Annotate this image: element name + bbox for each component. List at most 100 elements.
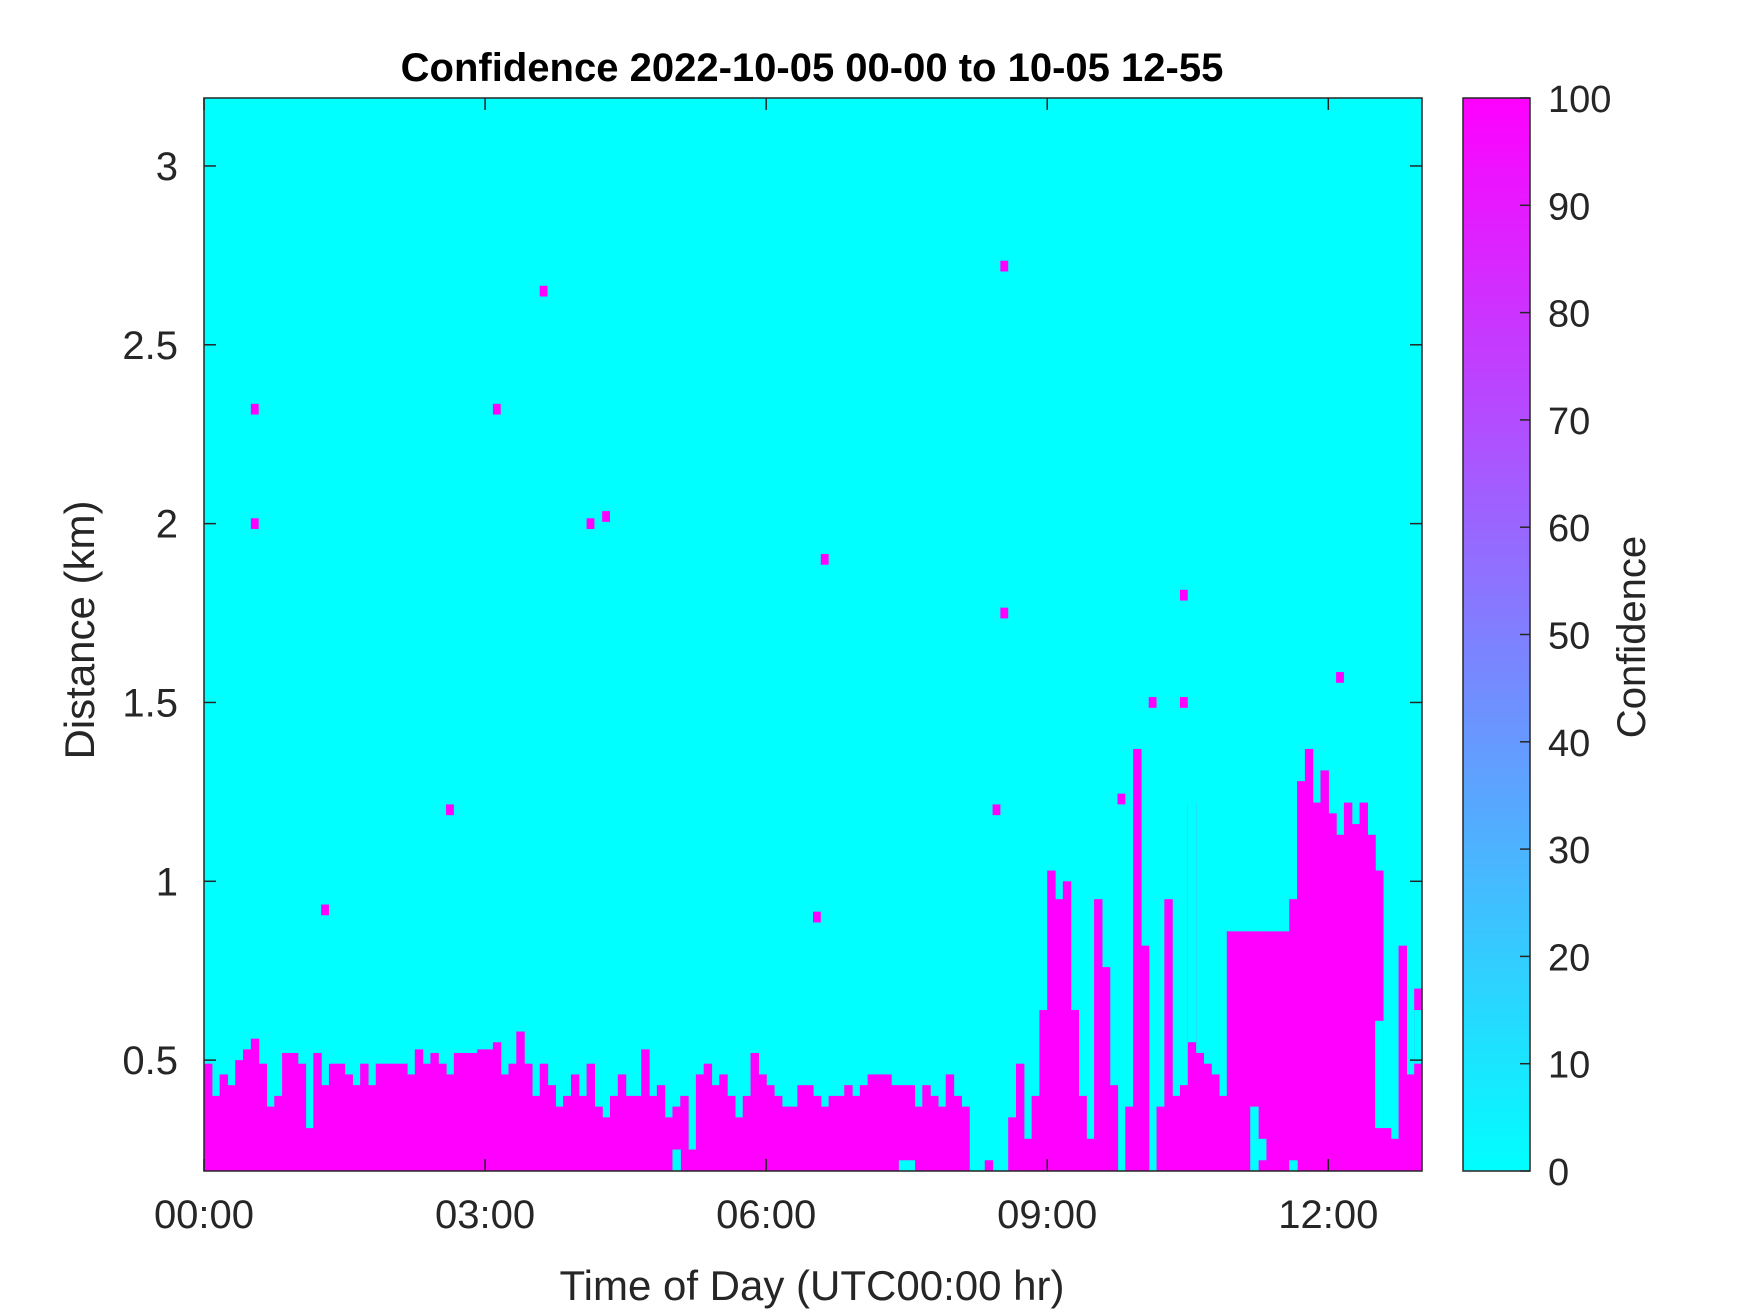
heatmap-cell bbox=[734, 1117, 744, 1171]
heatmap-cell bbox=[1156, 1106, 1165, 1171]
heatmap-gap-cell bbox=[906, 1160, 916, 1171]
heatmap-cell bbox=[570, 1074, 580, 1171]
heatmap-cell bbox=[945, 1074, 955, 1171]
heatmap-cell bbox=[1351, 824, 1361, 1171]
heatmap-cell bbox=[914, 1106, 923, 1171]
heatmap-point bbox=[1336, 672, 1344, 683]
heatmap-cell bbox=[859, 1085, 869, 1171]
x-axis-label: Time of Day (UTC00:00 hr) bbox=[560, 1262, 1065, 1309]
heatmap-cell bbox=[1406, 1074, 1415, 1171]
heatmap-cell bbox=[1219, 1095, 1228, 1171]
y-tick-label: 1 bbox=[156, 860, 178, 904]
heatmap-point bbox=[1179, 697, 1188, 708]
heatmap-cell bbox=[258, 1063, 268, 1171]
heatmap-cell bbox=[1336, 834, 1345, 1171]
colorbar: 0 10 20 30 40 50 60 70 80 90 100 bbox=[1462, 79, 1611, 1194]
y-tick-label: 1.5 bbox=[122, 681, 178, 725]
heatmap-cell bbox=[844, 1085, 853, 1171]
heatmap-cell bbox=[1023, 1138, 1033, 1171]
heatmap-cell bbox=[953, 1095, 962, 1171]
heatmap-cell bbox=[789, 1106, 798, 1171]
heatmap-cell bbox=[852, 1095, 861, 1171]
heatmap-cell bbox=[1273, 931, 1283, 1171]
heatmap-cell bbox=[1195, 1052, 1204, 1171]
heatmap-cell bbox=[891, 1085, 900, 1171]
heatmap-cell bbox=[633, 1095, 642, 1171]
heatmap-gap-cell bbox=[1258, 1138, 1267, 1161]
heatmap-cell bbox=[282, 1052, 291, 1171]
heatmap-cell bbox=[422, 1063, 432, 1171]
heatmap-cell bbox=[1062, 881, 1072, 1171]
heatmap-cell bbox=[469, 1052, 478, 1171]
heatmap-cell bbox=[375, 1063, 385, 1171]
heatmap-gap-cell bbox=[1250, 1106, 1259, 1171]
heatmap-cell bbox=[664, 1117, 674, 1171]
heatmap-cell bbox=[1203, 1063, 1212, 1171]
heatmap-point bbox=[250, 518, 259, 529]
colorbar-label: Confidence bbox=[1610, 536, 1654, 738]
heatmap-cell bbox=[898, 1085, 908, 1171]
heatmap-gap-cell bbox=[898, 1160, 908, 1171]
y-axis-label: Distance (km) bbox=[56, 500, 103, 759]
y-tick-label: 2 bbox=[156, 503, 178, 547]
heatmap-cell bbox=[1164, 899, 1173, 1171]
heatmap-cell bbox=[1133, 748, 1142, 1171]
heatmap-gap-cell bbox=[1375, 1020, 1384, 1129]
heatmap-cell bbox=[820, 1106, 830, 1171]
heatmap-cell bbox=[586, 1063, 595, 1171]
heatmap-cell bbox=[875, 1074, 884, 1171]
x-tick-label: 06:00 bbox=[716, 1193, 816, 1237]
heatmap-cell bbox=[555, 1106, 564, 1171]
heatmap-cell bbox=[1140, 945, 1150, 1171]
heatmap-cell bbox=[656, 1085, 666, 1171]
heatmap-point bbox=[250, 403, 259, 415]
heatmap-point bbox=[321, 904, 329, 916]
heatmap-cell bbox=[399, 1063, 408, 1171]
plot-area bbox=[204, 98, 1423, 1171]
heatmap-point bbox=[1062, 1036, 1071, 1048]
colorbar-tick-label: 60 bbox=[1548, 508, 1590, 550]
heatmap-cell bbox=[1250, 931, 1259, 1171]
colorbar-tick-label: 20 bbox=[1548, 937, 1590, 979]
heatmap-cell bbox=[274, 1095, 283, 1171]
heatmap-cell bbox=[1101, 967, 1111, 1171]
colorbar-tick-label: 50 bbox=[1548, 616, 1590, 658]
heatmap-cell bbox=[1070, 1010, 1080, 1171]
colorbar-tick-label: 80 bbox=[1548, 294, 1590, 336]
heatmap-gap-cell bbox=[1187, 781, 1197, 1043]
heatmap-cell bbox=[367, 1085, 377, 1171]
heatmap-cell bbox=[547, 1085, 556, 1171]
heatmap-cell bbox=[204, 1063, 213, 1171]
heatmap-cell bbox=[1265, 931, 1275, 1171]
heatmap-cell bbox=[1258, 931, 1267, 1171]
heatmap-cell bbox=[1343, 802, 1353, 1171]
heatmap-cell bbox=[961, 1106, 970, 1171]
heatmap-cell bbox=[1031, 1095, 1041, 1171]
heatmap-cell bbox=[305, 1128, 314, 1171]
y-tick-label: 0.5 bbox=[122, 1039, 178, 1083]
heatmap-cell bbox=[758, 1074, 767, 1171]
heatmap-cell bbox=[1055, 899, 1064, 1171]
x-tick-label: 12:00 bbox=[1278, 1193, 1378, 1237]
heatmap-cell bbox=[1359, 802, 1368, 1171]
heatmap-cell bbox=[766, 1085, 775, 1171]
heatmap-cell bbox=[930, 1095, 939, 1171]
heatmap-cell bbox=[524, 1063, 533, 1171]
heatmap-cell bbox=[1226, 931, 1236, 1171]
axes: 00:00 03:00 06:00 09:00 12:00 0.5 1 1.5 2 2.5 3 bbox=[122, 97, 1423, 1237]
heatmap-cell bbox=[641, 1049, 650, 1171]
heatmap-point bbox=[539, 285, 548, 297]
heatmap-cell bbox=[336, 1063, 346, 1171]
heatmap-cell bbox=[688, 1149, 697, 1171]
colorbar-tick-label: 40 bbox=[1548, 723, 1590, 765]
heatmap-cell bbox=[453, 1052, 463, 1171]
heatmap-cell bbox=[1382, 1128, 1392, 1171]
colorbar-tick-label: 10 bbox=[1548, 1045, 1590, 1087]
heatmap-point bbox=[1117, 793, 1126, 805]
heatmap-cell bbox=[219, 1074, 229, 1171]
heatmap-cell bbox=[781, 1106, 791, 1171]
heatmap-point bbox=[1000, 260, 1009, 272]
heatmap-cell bbox=[1304, 748, 1314, 1171]
x-tick-label: 03:00 bbox=[435, 1193, 535, 1237]
heatmap-cell bbox=[883, 1074, 892, 1171]
